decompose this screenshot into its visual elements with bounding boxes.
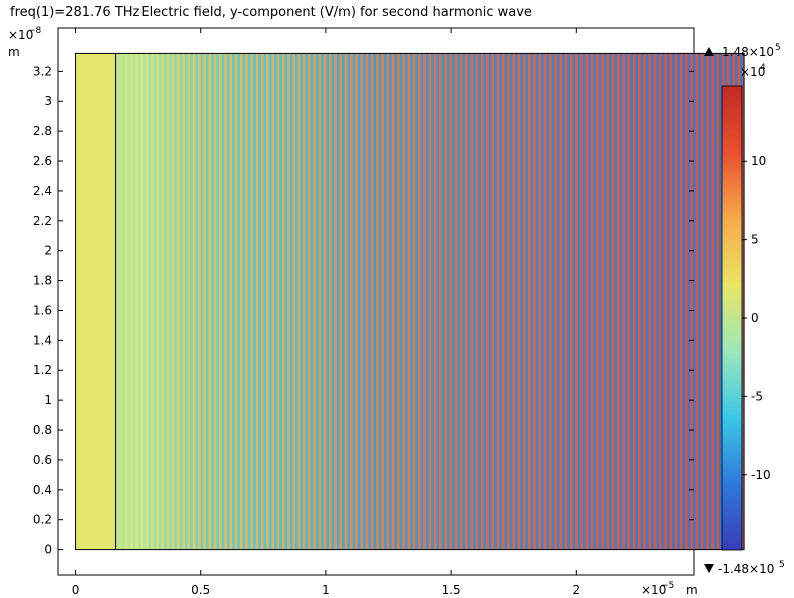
x-tick-label: 0.5 [191, 583, 210, 597]
field-title: Electric field, y-component (V/m) for se… [141, 5, 532, 20]
colorbar-tick-label: 10 [751, 154, 766, 168]
field-stripes [75, 53, 745, 550]
colorbar-min-marker-icon [704, 564, 714, 573]
colorbar-min-exponent: 5 [779, 560, 785, 570]
colorbar-ticks: 10 5 0 -5 -10 [742, 154, 771, 482]
colorbar-max-label: 1.48×10 [722, 45, 774, 59]
colorbar [721, 85, 743, 551]
y-tick-label: 3 [44, 94, 52, 108]
y-tick-label: 0.8 [33, 423, 52, 437]
y-tick-label: 2 [44, 244, 52, 258]
y-tick-label: 0.4 [33, 483, 52, 497]
y-tick-label: 1.4 [33, 333, 52, 347]
y-tick-label: 2.2 [33, 214, 52, 228]
chart-title: freq(1)=281.76 THz Electric field, y-comp… [10, 5, 532, 20]
colorbar-scale-label: ×10 [740, 65, 765, 79]
colorbar-min-label: -1.48×10 [718, 562, 774, 576]
colorbar-tick-label: -10 [751, 468, 771, 482]
colorbar-tick-label: 5 [751, 233, 759, 247]
y-tick-label: 2.8 [33, 124, 52, 138]
x-tick-label: 1 [322, 583, 330, 597]
x-axis-unit: m [686, 583, 698, 597]
y-axis-multiplier: ×10 [8, 28, 33, 42]
x-axis-multiplier-exponent: −5 [661, 581, 674, 591]
y-tick-label: 3.2 [33, 64, 52, 78]
colorbar-max-exponent: 5 [775, 43, 781, 53]
domain-boundary [75, 52, 745, 551]
colorbar-max-marker-icon [704, 47, 714, 56]
x-axis-ticks: 0 0.5 1 1.5 2 [72, 28, 580, 597]
y-tick-label: 1 [44, 393, 52, 407]
y-tick-label: 0.6 [33, 453, 52, 467]
y-axis-ticks: 0 0.2 0.4 0.6 0.8 1 1.2 1.4 1.6 1.8 2 2.2 2.4 2.6 2.8 3… [33, 64, 694, 557]
y-tick-label: 2.4 [33, 184, 52, 198]
y-tick-label: 2.6 [33, 154, 52, 168]
y-tick-label: 1.8 [33, 274, 52, 288]
colorbar-tick-label: -5 [751, 389, 763, 403]
colorbar-tick-label: 0 [751, 311, 759, 325]
frequency-label: freq(1)=281.76 THz [10, 5, 140, 20]
y-tick-label: 1.2 [33, 363, 52, 377]
y-tick-label: 1.6 [33, 303, 52, 317]
y-tick-label: 0 [44, 543, 52, 557]
x-axis-multiplier: ×10 [641, 583, 666, 597]
x-tick-label: 0 [72, 583, 80, 597]
y-axis-multiplier-exponent: −8 [28, 26, 42, 36]
x-tick-label: 1.5 [442, 583, 461, 597]
y-tick-label: 0.2 [33, 513, 52, 527]
colorbar-scale-exponent: 4 [760, 63, 766, 73]
x-tick-label: 2 [572, 583, 580, 597]
y-axis-unit: m [8, 45, 20, 59]
